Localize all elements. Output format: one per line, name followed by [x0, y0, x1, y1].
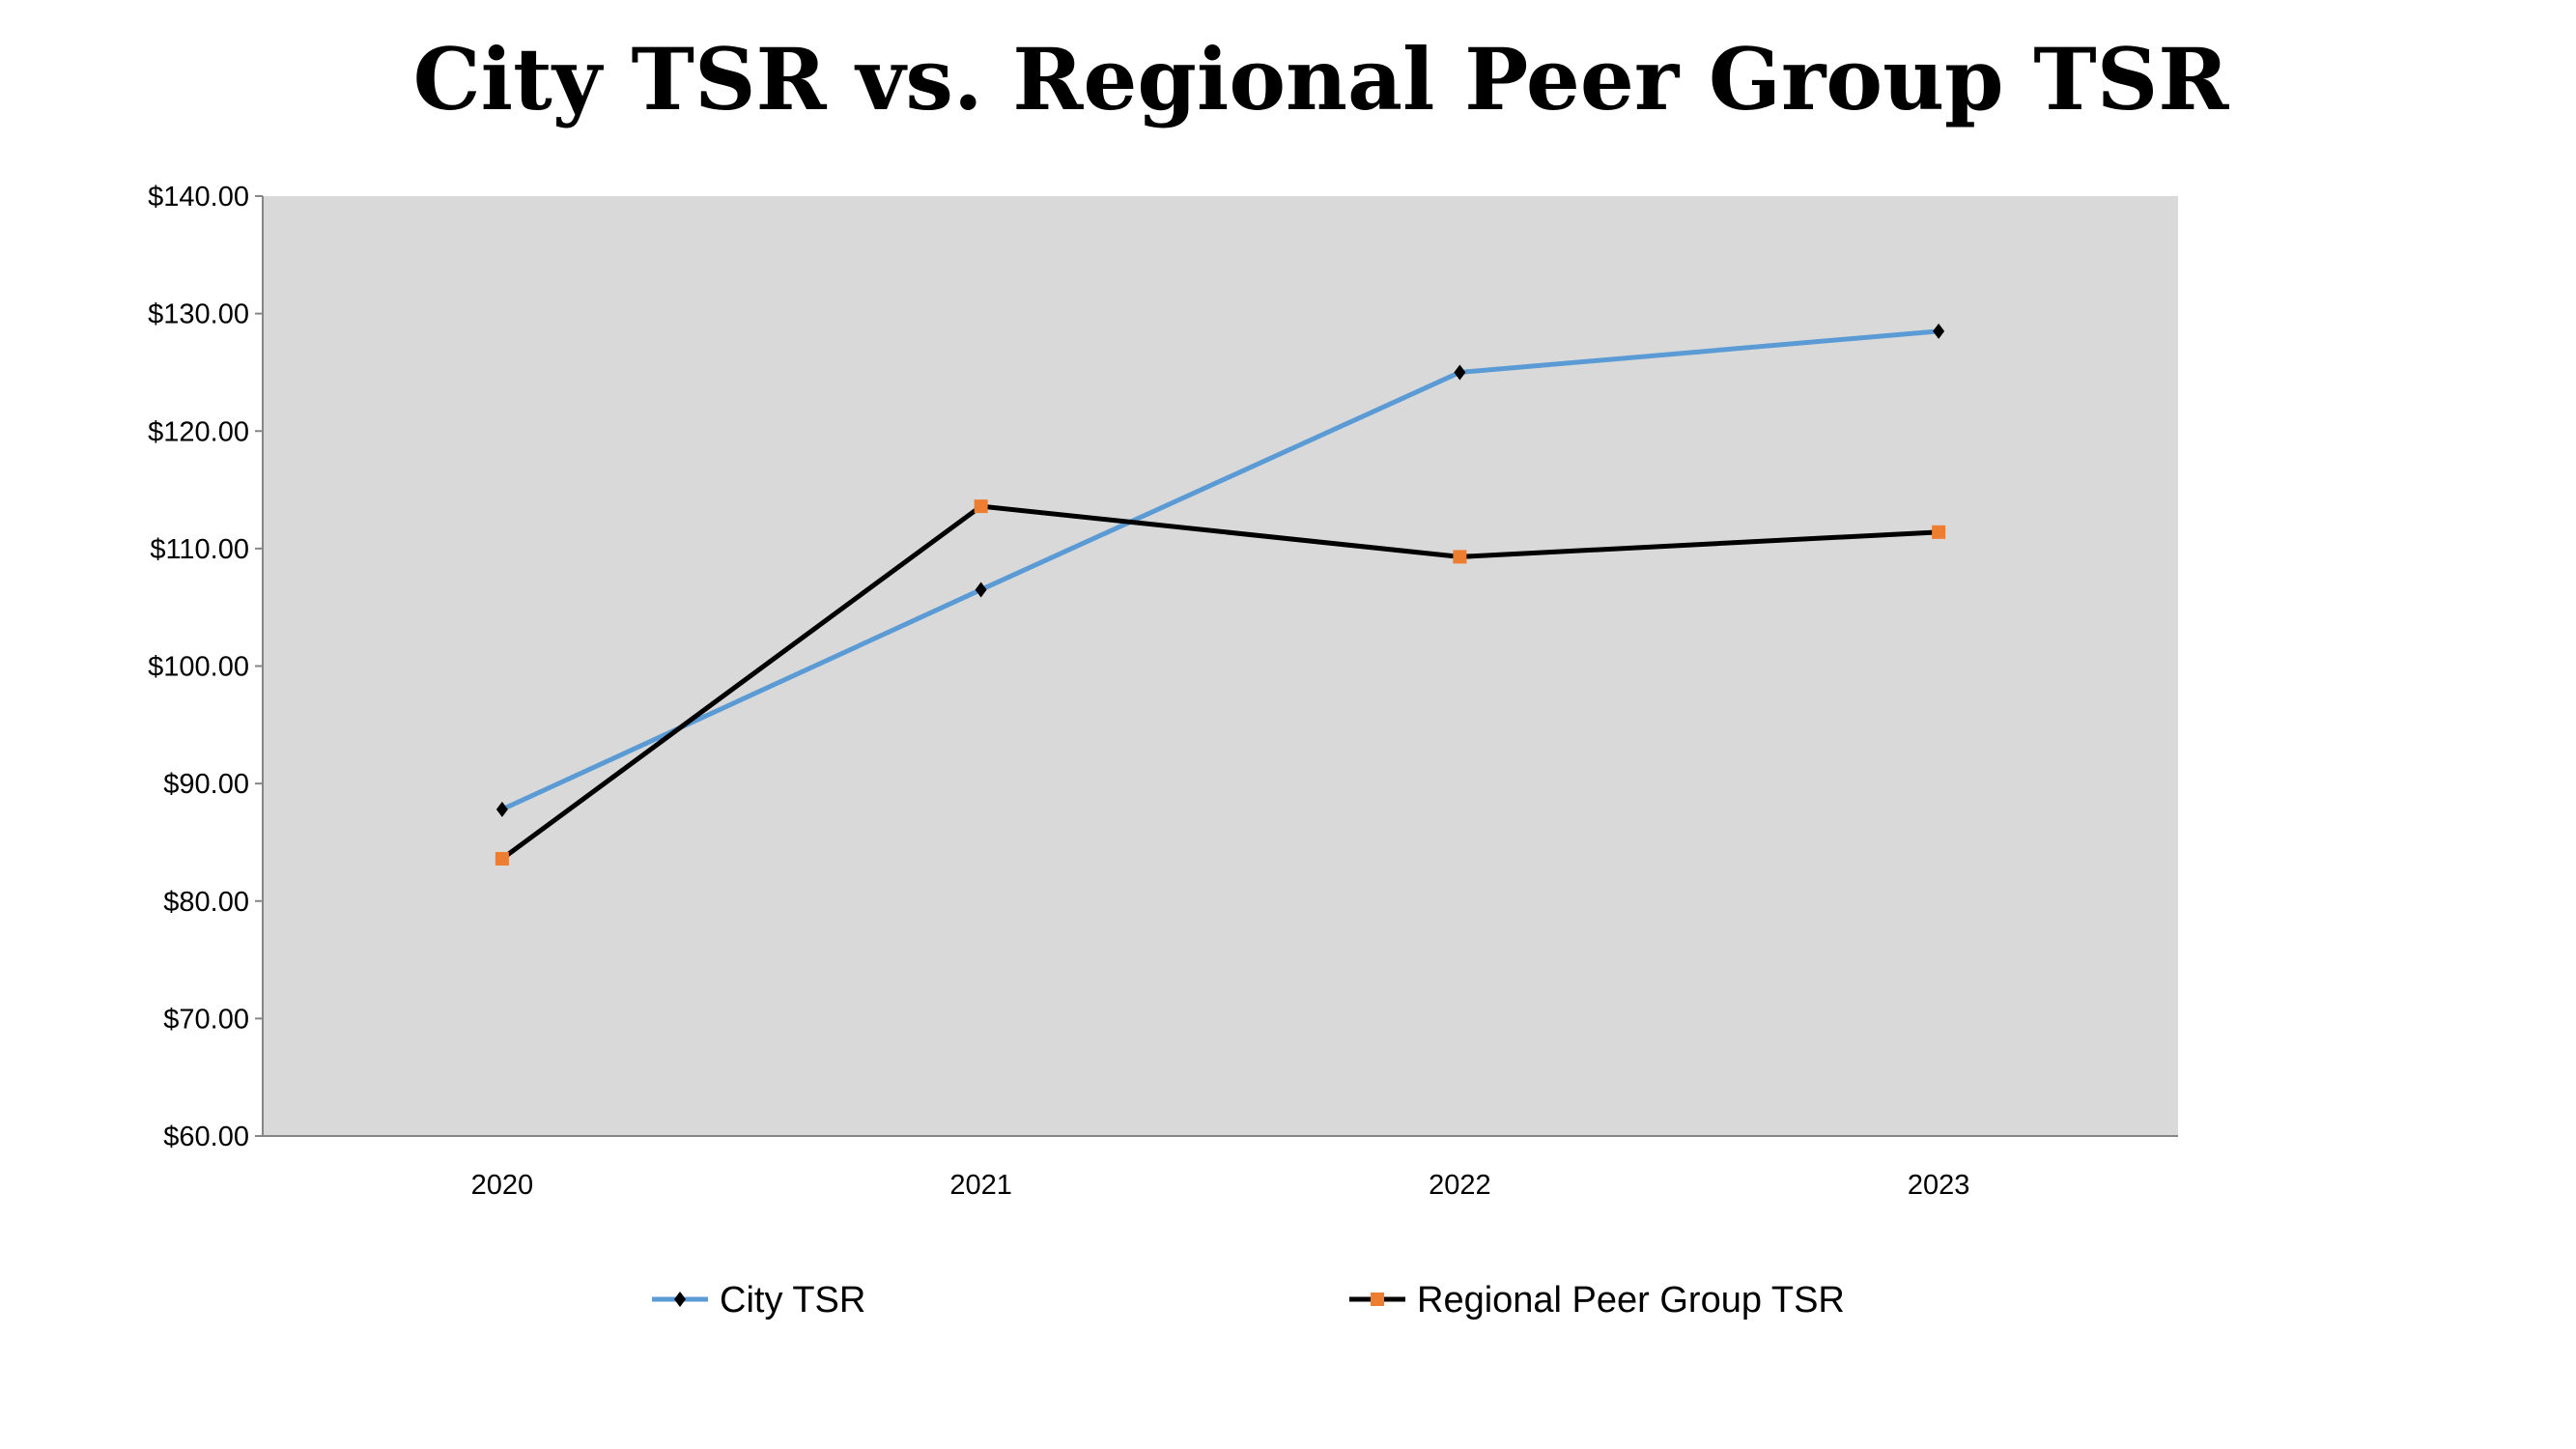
x-tick-label: 2021	[949, 1170, 1012, 1201]
y-tick-label: $70.00	[163, 1004, 249, 1035]
y-tick-label: $80.00	[163, 887, 249, 918]
plot-area	[263, 196, 2178, 1136]
legend-label-0: City TSR	[720, 1280, 865, 1321]
legend-marker-0	[674, 1292, 686, 1307]
data-point-0-0	[495, 801, 508, 817]
chart-title: City TSR vs. Regional Peer Group TSR	[412, 29, 2229, 129]
y-tick-label: $90.00	[163, 769, 249, 800]
y-tick-label: $130.00	[148, 299, 249, 330]
x-tick-label: 2022	[1429, 1170, 1491, 1201]
x-tick-label: 2023	[1908, 1170, 1970, 1201]
data-point-1-3	[1932, 525, 1946, 539]
y-tick-label: $140.00	[148, 182, 249, 213]
data-point-0-2	[1454, 364, 1466, 381]
x-tick-label: 2020	[471, 1170, 534, 1201]
series-line-1	[500, 503, 1939, 861]
data-point-1-1	[974, 499, 988, 514]
data-point-0-3	[1933, 323, 1945, 339]
legend-label-1: Regional Peer Group TSR	[1417, 1280, 1845, 1321]
data-point-0-1	[975, 582, 987, 598]
series-line-0	[500, 328, 1939, 812]
data-point-1-2	[1453, 550, 1467, 564]
y-tick-label: $120.00	[148, 416, 249, 447]
data-point-1-0	[495, 851, 509, 866]
y-tick-label: $60.00	[163, 1122, 249, 1152]
y-tick-label: $100.00	[148, 652, 249, 683]
y-tick-label: $110.00	[150, 534, 249, 565]
legend-marker-1	[1371, 1293, 1384, 1306]
